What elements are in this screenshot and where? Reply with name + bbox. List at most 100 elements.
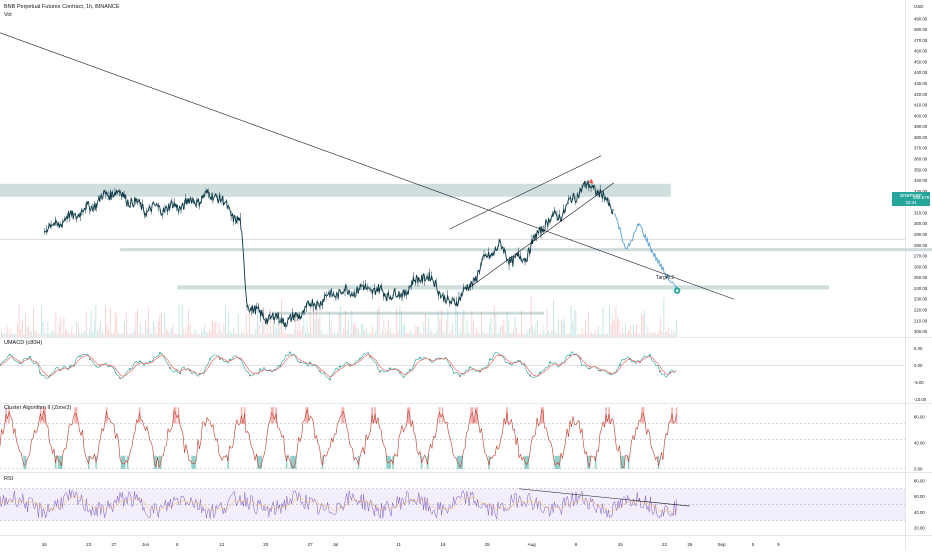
time-tick-label: 27 — [111, 542, 117, 547]
rsi-trend-line — [518, 488, 690, 507]
volume-bar — [601, 333, 602, 337]
volume-bar — [13, 333, 15, 337]
volume-bar — [593, 333, 594, 337]
volume-bar — [645, 334, 647, 337]
flag-marker — [588, 178, 594, 184]
price-tag-symbol: BNBPERP — [900, 193, 922, 198]
volume-bar — [642, 313, 644, 337]
volume-bar — [525, 333, 527, 337]
cluster-high-band — [8, 407, 10, 424]
volume-bar — [357, 328, 359, 337]
umacd-tick-label: -10.00 — [914, 397, 927, 402]
cluster-low-band — [192, 455, 195, 469]
volume-bar — [297, 330, 298, 337]
cluster-high-band — [42, 407, 45, 424]
volume-bar — [106, 324, 108, 337]
time-tick-label: 26 — [687, 542, 693, 547]
volume-bar — [421, 333, 423, 337]
cluster-high-band — [540, 407, 543, 424]
volume-bar — [351, 309, 353, 337]
volume-bar — [637, 333, 639, 337]
volume-bar — [354, 321, 356, 337]
volume-bar — [233, 327, 234, 337]
price-tick-label: 480.00 — [914, 27, 928, 32]
volume-bar — [511, 333, 513, 337]
volume-legend: Vol — [4, 12, 12, 18]
volume-bar — [321, 330, 322, 337]
volume-bar — [164, 312, 166, 337]
volume-bar — [261, 320, 263, 337]
volume-bar — [103, 333, 105, 337]
price-tick-label: 290.00 — [914, 232, 928, 237]
volume-bar — [119, 333, 121, 337]
volume-bar — [325, 334, 327, 337]
volume-bar — [237, 314, 239, 337]
volume-bar — [449, 333, 450, 337]
volume-bar — [317, 318, 319, 337]
volume-bar — [378, 306, 380, 337]
volume-bar — [676, 319, 678, 337]
volume-bar — [461, 315, 463, 337]
volume-bar — [129, 333, 130, 337]
level-bar-0 — [120, 248, 932, 252]
volume-bar — [113, 333, 114, 337]
rsi-pane[interactable] — [0, 488, 905, 521]
price-tick-label: 240.00 — [914, 286, 928, 291]
volume-bar — [337, 332, 338, 337]
volume-bar — [465, 333, 466, 337]
volume-bar — [500, 326, 502, 337]
volume-bar — [148, 307, 150, 337]
rsi-tick-label: 60.00 — [914, 494, 925, 499]
cluster-low-band — [387, 455, 390, 469]
price-tick-label: 400.00 — [914, 113, 928, 118]
volume-bar — [2, 333, 4, 337]
volume-bar — [666, 330, 668, 337]
current-price-tag: BNBPERP 33:34 — [892, 192, 930, 206]
target-marker-center — [675, 289, 679, 292]
volume-bar — [322, 333, 324, 337]
cluster-low-band — [554, 455, 556, 469]
volume-bar — [415, 325, 417, 337]
volume-bar — [493, 305, 495, 337]
umacd-pane[interactable] — [0, 351, 905, 381]
volume-bar — [650, 332, 652, 337]
volume-bar — [567, 333, 569, 337]
volume-bar — [159, 314, 161, 337]
volume-bar — [569, 333, 570, 337]
cluster-low-band — [293, 455, 295, 469]
cluster-pane[interactable] — [0, 407, 905, 469]
volume-bar — [55, 312, 57, 337]
volume-bar — [23, 333, 25, 337]
volume-bar — [12, 333, 14, 337]
volume-bar — [89, 330, 90, 337]
volume-bar — [581, 327, 583, 337]
volume-bar — [578, 333, 580, 337]
chart-title: BNB Perpetual Futures Contract, 1h, BINA… — [4, 4, 120, 10]
volume-bar — [293, 330, 295, 337]
volume-bar — [37, 333, 39, 337]
umacd-tick-label: -5.00 — [914, 380, 924, 385]
cluster-high-band — [174, 407, 177, 424]
volume-bar — [380, 333, 382, 337]
volume-bar — [50, 331, 52, 337]
volume-bar — [114, 311, 116, 337]
volume-bar — [577, 333, 578, 337]
price-pane[interactable] — [0, 32, 932, 337]
volume-bar — [369, 333, 370, 337]
volume-bar — [669, 333, 671, 337]
volume-bar — [388, 320, 390, 337]
cluster-line — [0, 408, 677, 469]
volume-bar — [425, 313, 426, 337]
volume-bar — [125, 312, 127, 337]
volume-bar — [277, 321, 279, 337]
volume-bar — [189, 324, 191, 337]
volume-bar — [519, 333, 521, 337]
volume-bar — [389, 329, 391, 337]
time-axis[interactable]: 16 23 27 Jun 6 13 20 27 Jul 11 18 25 Aug 8 15 22 26 Sep 5 9 — [42, 542, 780, 547]
volume-bar — [506, 311, 508, 337]
cluster-low-band — [657, 455, 660, 469]
volume-bar — [63, 316, 65, 337]
volume-bar — [641, 314, 642, 337]
